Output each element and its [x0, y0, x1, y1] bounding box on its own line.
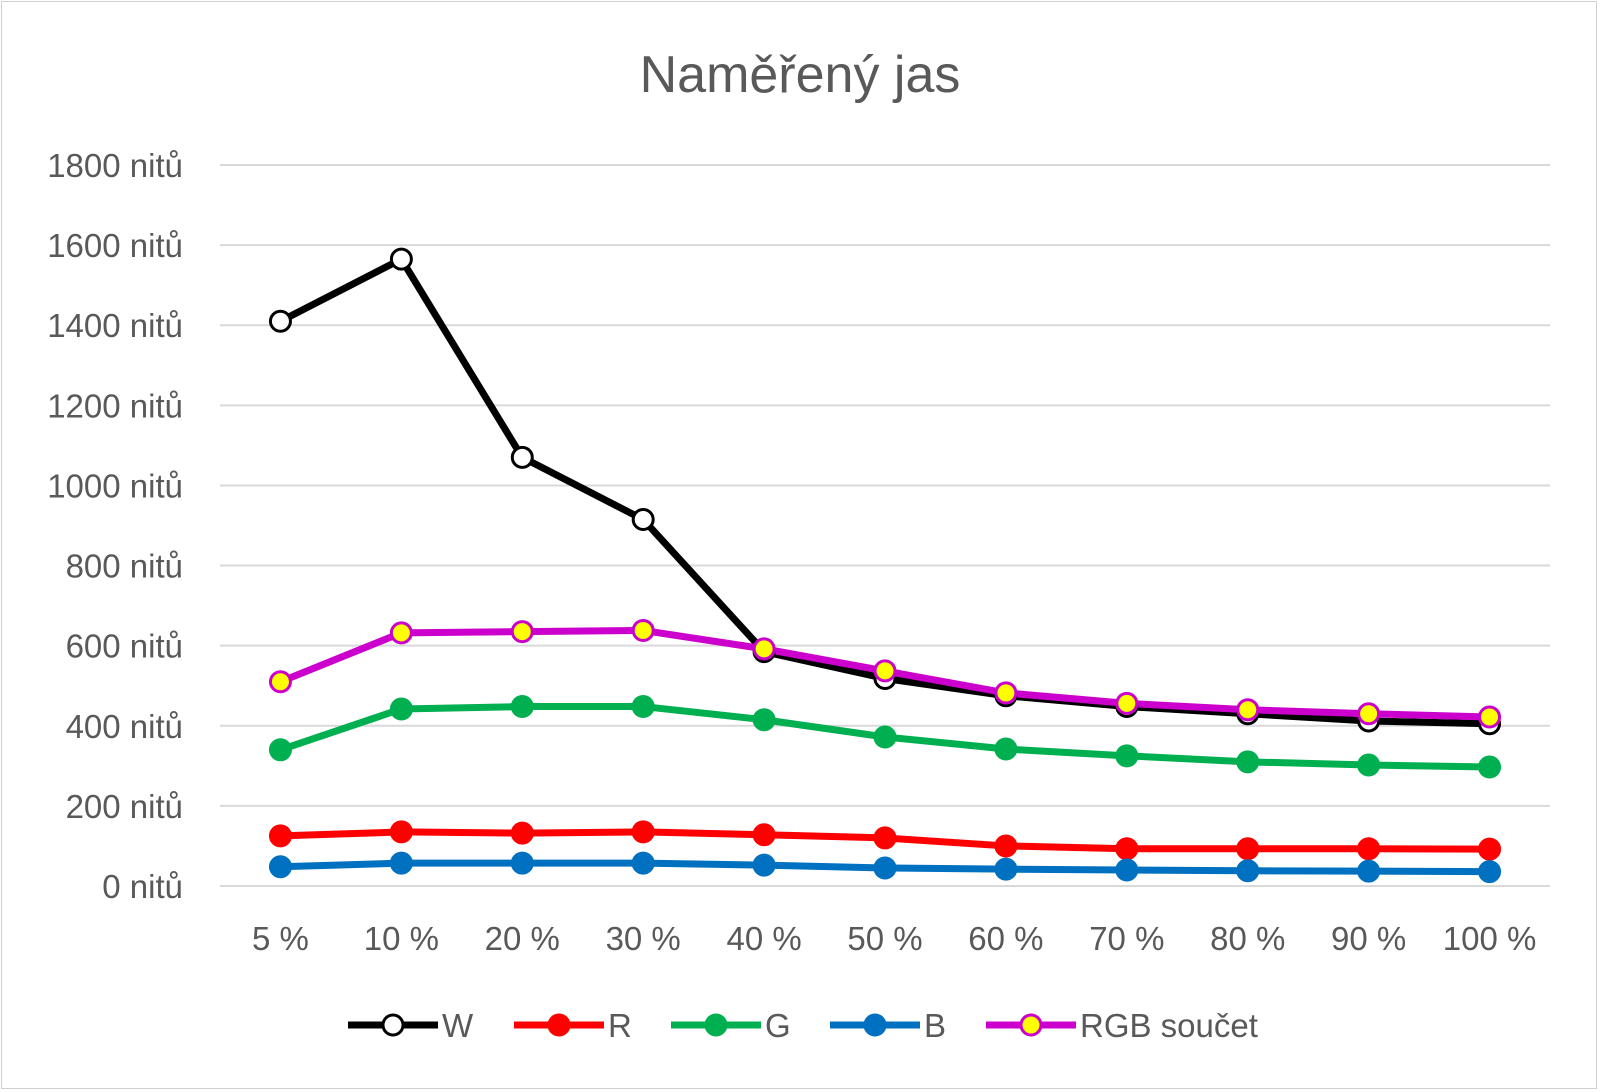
data-point-r [1115, 837, 1139, 861]
chart-title: Naměřený jas [640, 46, 961, 104]
x-tick-label: 20 % [485, 920, 560, 957]
data-point-g [1115, 744, 1139, 768]
x-tick-label: 100 % [1443, 920, 1537, 957]
data-point-rgb-sou-et [752, 637, 776, 661]
x-tick-label: 30 % [606, 920, 681, 957]
data-point-b [1478, 860, 1502, 884]
data-point-rgb-sou-et [389, 621, 413, 645]
data-point-rgb-sou-et [1236, 698, 1260, 722]
data-point-r [1236, 837, 1260, 861]
y-tick-label: 1200 nitů [47, 387, 183, 424]
data-point-g [1478, 755, 1502, 779]
data-point-w [389, 247, 413, 271]
data-point-rgb-sou-et [1357, 702, 1381, 726]
legend-swatch-marker [547, 1013, 571, 1037]
y-tick-label: 400 nitů [66, 708, 183, 745]
data-point-g [873, 725, 897, 749]
legend-swatch-marker [704, 1013, 728, 1037]
legend-label: W [442, 1007, 474, 1044]
legend-item-g: G [671, 1007, 791, 1044]
y-tick-label: 0 nitů [102, 868, 183, 905]
y-tick-label: 1400 nitů [47, 307, 183, 344]
data-point-r [268, 824, 292, 848]
data-point-rgb-sou-et [1115, 691, 1139, 715]
data-point-g [1357, 753, 1381, 777]
y-tick-label: 200 nitů [66, 788, 183, 825]
x-tick-label: 40 % [726, 920, 801, 957]
gridlines [220, 164, 1550, 887]
data-point-w [268, 309, 292, 333]
legend-label: B [924, 1007, 946, 1044]
data-point-r [389, 820, 413, 844]
data-point-r [631, 820, 655, 844]
legend: W R G B RGB součet [348, 1007, 1258, 1044]
legend-label: G [765, 1007, 791, 1044]
data-point-r [510, 821, 534, 845]
data-point-b [873, 856, 897, 880]
data-point-rgb-sou-et [510, 620, 534, 644]
legend-swatch-marker [1019, 1013, 1043, 1037]
x-tick-label: 80 % [1210, 920, 1285, 957]
data-point-rgb-sou-et [268, 670, 292, 694]
data-point-r [873, 826, 897, 850]
data-point-r [994, 834, 1018, 858]
data-point-b [268, 855, 292, 879]
x-tick-label: 90 % [1331, 920, 1406, 957]
legend-item-r: R [514, 1007, 632, 1044]
x-tick-label: 70 % [1089, 920, 1164, 957]
legend-swatch-marker [863, 1013, 887, 1037]
data-point-g [994, 737, 1018, 761]
data-point-g [510, 695, 534, 719]
y-tick-label: 800 nitů [66, 548, 183, 585]
y-axis-ticks: 0 nitů 200 nitů 400 nitů 600 nitů 800 nitů 10… [47, 147, 183, 905]
data-point-w [510, 445, 534, 469]
legend-label: R [608, 1007, 632, 1044]
data-point-g [752, 708, 776, 732]
data-point-g [631, 695, 655, 719]
data-point-b [389, 851, 413, 875]
legend-item-w: W [348, 1007, 474, 1044]
data-point-rgb-sou-et [1478, 705, 1502, 729]
x-tick-label: 60 % [968, 920, 1043, 957]
x-tick-label: 50 % [847, 920, 922, 957]
data-point-b [510, 851, 534, 875]
data-point-b [1115, 858, 1139, 882]
legend-label: RGB součet [1080, 1007, 1258, 1044]
y-tick-label: 1600 nitů [47, 227, 183, 264]
data-point-b [1357, 859, 1381, 883]
legend-item-b: B [830, 1007, 946, 1044]
data-point-b [631, 851, 655, 875]
legend-item-rgb-sou-et: RGB součet [986, 1007, 1258, 1044]
data-point-r [1478, 837, 1502, 861]
data-point-rgb-sou-et [873, 659, 897, 683]
data-point-r [752, 823, 776, 847]
series-markers [268, 247, 1502, 884]
data-point-b [752, 853, 776, 877]
y-tick-label: 1800 nitů [47, 147, 183, 184]
data-point-b [1236, 859, 1260, 883]
x-tick-label: 10 % [364, 920, 439, 957]
y-tick-label: 600 nitů [66, 628, 183, 665]
data-point-r [1357, 837, 1381, 861]
series-line-w [276, 255, 1494, 728]
data-point-b [994, 857, 1018, 881]
x-axis-ticks: 5 % 10 % 20 % 30 % 40 % 50 % 60 % 70 % 80 % 90 % 1… [252, 920, 1536, 957]
x-tick-label: 5 % [252, 920, 309, 957]
y-tick-label: 1000 nitů [47, 467, 183, 504]
legend-swatch-marker [381, 1013, 405, 1037]
data-point-g [268, 738, 292, 762]
data-point-w [631, 507, 655, 531]
data-point-rgb-sou-et [631, 618, 655, 642]
data-point-g [1236, 750, 1260, 774]
data-point-rgb-sou-et [994, 681, 1018, 705]
data-point-g [389, 697, 413, 721]
